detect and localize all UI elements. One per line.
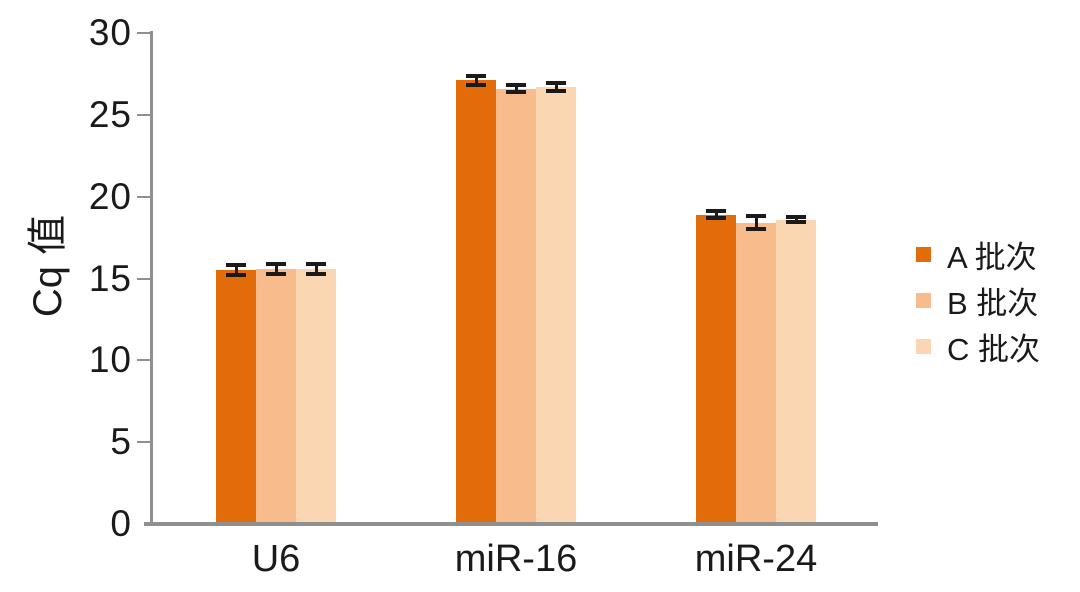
error-bar-miR-24-A 批次 (714, 211, 718, 218)
bar-miR-24-A 批次 (696, 214, 736, 524)
y-tick (137, 441, 151, 444)
legend-item: A 批次 (916, 238, 1040, 275)
error-bar-U6-C 批次 (314, 263, 318, 274)
y-tick-label: 30 (88, 12, 132, 53)
error-bar-miR-16-A 批次-top-cap (466, 73, 486, 78)
error-bar-miR-24-B 批次-top-cap (746, 214, 766, 219)
error-bar-miR-16-C 批次-top-cap (546, 80, 566, 85)
error-bar-miR-24-B 批次-bottom-cap (746, 227, 766, 232)
error-bar-miR-24-C 批次-bottom-cap (786, 220, 806, 225)
legend-item: B 批次 (916, 284, 1040, 321)
error-bar-miR-16-B 批次-top-cap (506, 83, 526, 88)
error-bar-miR-24-C 批次-top-cap (786, 215, 806, 220)
legend: A 批次 B 批次 C 批次 (916, 238, 1040, 367)
y-tick (137, 359, 151, 362)
legend-label: B 批次 (947, 286, 1039, 321)
y-tick (137, 32, 151, 34)
legend-swatch-icon (916, 247, 931, 262)
legend-label: C 批次 (947, 332, 1040, 367)
y-tick-label: 25 (88, 93, 132, 135)
y-tick-label: 20 (88, 175, 132, 217)
y-tick-label: 15 (88, 257, 132, 299)
error-bar-U6-B 批次 (274, 263, 278, 274)
y-tick (137, 195, 151, 198)
x-category-label: miR-16 (454, 538, 578, 580)
legend-swatch-icon (916, 339, 931, 354)
error-bar-miR-24-B 批次 (754, 216, 758, 230)
bar-miR-16-B 批次 (496, 88, 536, 524)
error-bar-miR-16-C 批次-bottom-cap (546, 89, 566, 94)
error-bar-miR-16-B 批次-bottom-cap (506, 89, 526, 94)
x-category-label: miR-24 (694, 538, 818, 580)
x-category-label: U6 (251, 538, 301, 580)
error-bar-U6-B 批次-top-cap (266, 261, 286, 266)
error-bar-U6-B 批次-bottom-cap (266, 271, 286, 276)
error-bar-miR-24-A 批次-bottom-cap (706, 215, 726, 220)
error-bar-U6-C 批次-bottom-cap (306, 271, 326, 276)
y-tick-label: 0 (110, 503, 132, 544)
error-bar-miR-24-C 批次 (794, 217, 798, 223)
bar-miR-24-B 批次 (736, 222, 776, 524)
error-bar-U6-A 批次-top-cap (226, 263, 246, 268)
error-bar-U6-A 批次-bottom-cap (226, 273, 246, 278)
bar-U6-A 批次 (216, 270, 256, 524)
legend-item: C 批次 (916, 330, 1040, 367)
error-bar-U6-A 批次 (234, 265, 238, 276)
y-tick (137, 277, 151, 280)
bar-U6-B 批次 (256, 268, 296, 524)
error-bar-miR-16-A 批次 (474, 75, 478, 86)
y-axis-line (150, 31, 153, 526)
y-tick-label: 10 (88, 339, 132, 381)
legend-label: A 批次 (947, 240, 1037, 275)
error-bar-U6-C 批次-top-cap (306, 261, 326, 266)
legend-swatch-icon (916, 293, 931, 308)
error-bar-miR-16-C 批次 (554, 82, 558, 92)
error-bar-miR-24-A 批次-top-cap (706, 209, 726, 214)
bar-miR-16-C 批次 (536, 87, 576, 524)
x-axis-line (144, 522, 878, 526)
error-bar-miR-16-B 批次 (514, 85, 518, 92)
bar-miR-16-A 批次 (456, 80, 496, 524)
y-tick-label: 5 (110, 421, 132, 463)
y-tick (137, 113, 151, 116)
bar-miR-24-C 批次 (776, 219, 816, 524)
bar-U6-C 批次 (296, 268, 336, 524)
error-bar-miR-16-A 批次-bottom-cap (466, 83, 486, 88)
